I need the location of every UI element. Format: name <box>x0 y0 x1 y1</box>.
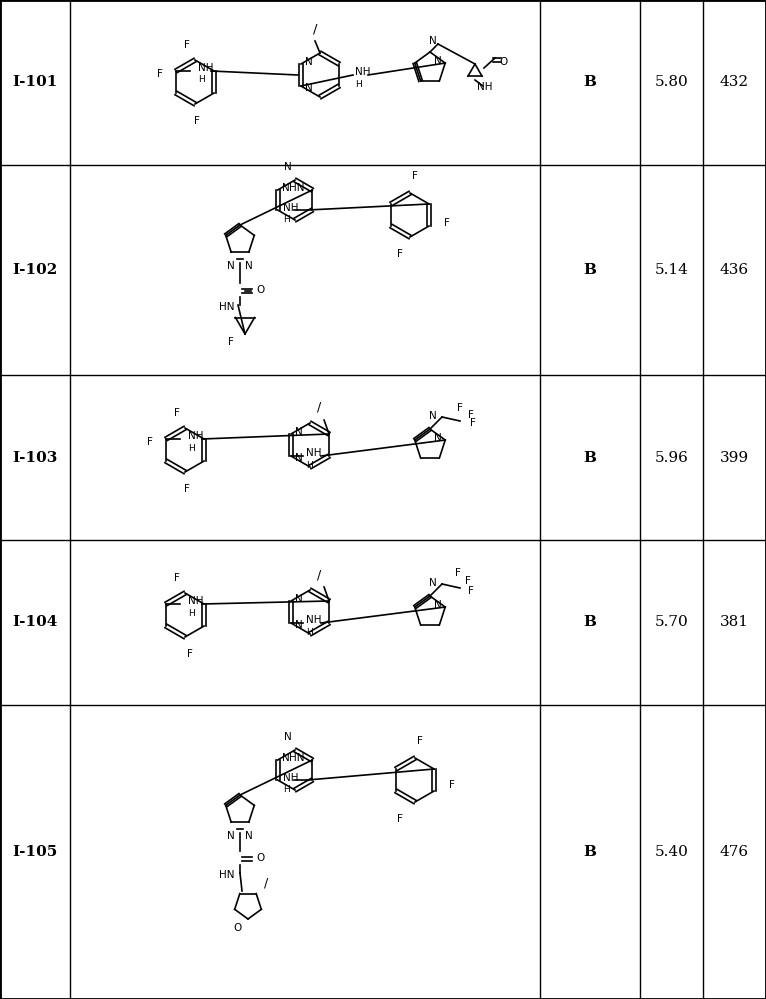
Text: F: F <box>228 337 234 347</box>
Text: F: F <box>468 586 474 596</box>
Text: NH: NH <box>477 82 493 92</box>
Text: F: F <box>449 780 455 790</box>
Text: F: F <box>457 403 463 413</box>
Text: O: O <box>234 923 242 933</box>
Text: B: B <box>584 263 597 277</box>
Text: F: F <box>397 249 403 259</box>
Text: N: N <box>295 453 303 463</box>
Text: /: / <box>317 401 321 414</box>
Text: F: F <box>194 116 200 126</box>
Text: N: N <box>434 56 442 66</box>
Text: I-102: I-102 <box>12 263 57 277</box>
Text: N: N <box>305 83 313 93</box>
Text: H: H <box>283 785 290 794</box>
Text: NH: NH <box>188 596 204 606</box>
Text: H: H <box>198 75 205 84</box>
Text: I-105: I-105 <box>12 845 57 859</box>
Text: I-101: I-101 <box>12 76 57 90</box>
Text: F: F <box>417 736 423 746</box>
Text: H: H <box>306 461 313 470</box>
Text: B: B <box>584 451 597 465</box>
Text: F: F <box>397 814 403 824</box>
Text: N: N <box>284 732 292 742</box>
Text: F: F <box>174 408 180 418</box>
Text: NH: NH <box>306 615 322 625</box>
Text: HN: HN <box>218 302 234 312</box>
Text: N: N <box>295 594 303 604</box>
Text: 399: 399 <box>720 451 749 465</box>
Text: F: F <box>470 418 476 428</box>
Text: 5.14: 5.14 <box>655 263 689 277</box>
Text: N: N <box>429 411 437 421</box>
Text: 5.96: 5.96 <box>655 451 689 465</box>
Text: 5.70: 5.70 <box>655 615 689 629</box>
Text: /: / <box>313 22 317 35</box>
Text: F: F <box>184 40 190 50</box>
Text: /: / <box>317 568 321 581</box>
Text: F: F <box>444 218 450 228</box>
Text: F: F <box>174 573 180 583</box>
Text: I-103: I-103 <box>12 451 57 465</box>
Text: N: N <box>228 831 235 841</box>
Text: N: N <box>282 183 290 193</box>
Text: NH: NH <box>355 67 371 77</box>
Text: N: N <box>295 427 303 437</box>
Text: I-104: I-104 <box>12 615 57 629</box>
Text: O: O <box>256 853 264 863</box>
Text: H: H <box>355 80 362 89</box>
Text: H: H <box>188 609 195 618</box>
Text: F: F <box>465 576 471 586</box>
Text: HN: HN <box>289 183 304 193</box>
Text: H: H <box>188 444 195 453</box>
Text: F: F <box>455 568 461 578</box>
Text: O: O <box>256 285 264 295</box>
Text: N: N <box>295 620 303 630</box>
Text: B: B <box>584 845 597 859</box>
Text: N: N <box>245 261 253 271</box>
Text: N: N <box>228 261 235 271</box>
Text: H: H <box>283 215 290 224</box>
Text: F: F <box>157 69 163 79</box>
Text: B: B <box>584 615 597 629</box>
Text: /: / <box>264 876 268 889</box>
Text: 432: 432 <box>720 76 749 90</box>
Text: N: N <box>434 433 442 443</box>
Text: 5.80: 5.80 <box>655 76 689 90</box>
Text: B: B <box>584 76 597 90</box>
Text: NH: NH <box>188 431 204 441</box>
Text: N: N <box>429 578 437 588</box>
Text: NH: NH <box>198 63 214 73</box>
Text: N: N <box>305 57 313 67</box>
Text: 436: 436 <box>720 263 749 277</box>
Text: N: N <box>434 600 442 610</box>
Text: 476: 476 <box>720 845 749 859</box>
Text: N: N <box>429 36 437 46</box>
Text: N: N <box>282 753 290 763</box>
Text: F: F <box>412 171 418 181</box>
Text: F: F <box>468 410 474 420</box>
Text: O: O <box>499 57 507 67</box>
Text: 381: 381 <box>720 615 749 629</box>
Text: F: F <box>147 437 153 447</box>
Text: F: F <box>187 649 193 659</box>
Text: HN: HN <box>218 870 234 880</box>
Text: NH: NH <box>283 773 298 783</box>
Text: 5.40: 5.40 <box>655 845 689 859</box>
Text: F: F <box>184 484 190 494</box>
Text: H: H <box>306 628 313 637</box>
Text: NH: NH <box>283 203 298 213</box>
Text: N: N <box>284 162 292 172</box>
Text: N: N <box>245 831 253 841</box>
Text: NH: NH <box>306 448 322 458</box>
Text: HN: HN <box>289 753 304 763</box>
